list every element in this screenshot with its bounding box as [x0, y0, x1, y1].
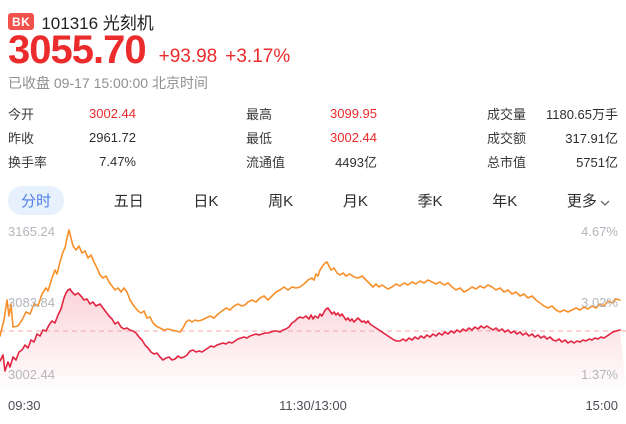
y-axis-pct-mid: 3.02%: [581, 295, 618, 310]
price-block: 3055.70 +93.98 +3.17%: [8, 30, 290, 70]
stats-grid: 今开 3002.44 昨收 2961.72 换手率 7.47% 最高 3099.…: [8, 101, 618, 173]
tab-daily-k[interactable]: 日K: [193, 192, 219, 210]
stat-low: 最低 3002.44: [246, 129, 377, 146]
tab-five-day[interactable]: 五日: [113, 192, 144, 210]
market-status: 已收盘 09-17 15:00:00 北京时间: [8, 75, 208, 91]
y-axis-pct-top: 4.67%: [581, 224, 618, 239]
tab-quarterly-k[interactable]: 季K: [417, 192, 443, 210]
x-axis-label-close: 15:00: [585, 398, 618, 413]
price-change-percent: +3.17%: [225, 46, 291, 67]
overlay-line: [0, 229, 621, 337]
stat-total-cap: 总市值 5751亿: [487, 154, 618, 170]
stat-turnover-rate: 换手率 7.47%: [8, 153, 136, 170]
y-axis-pct-bottom: 1.37%: [581, 367, 618, 382]
stat-high: 最高 3099.95: [246, 105, 377, 122]
intraday-chart[interactable]: 3165.24 3083.84 3002.44 4.67% 3.02% 1.37…: [0, 222, 626, 424]
y-axis-label-mid: 3083.84: [8, 295, 55, 310]
y-axis-label-bottom: 3002.44: [8, 367, 55, 382]
chevron-down-icon: [600, 193, 610, 210]
price-change: +93.98: [158, 46, 218, 67]
stat-open: 今开 3002.44: [8, 105, 136, 122]
tab-weekly-k[interactable]: 周K: [268, 192, 294, 210]
current-price: 3055.70: [8, 28, 147, 72]
tab-monthly-k[interactable]: 月K: [342, 192, 368, 210]
chart-canvas: [0, 229, 626, 390]
price-line: [0, 288, 621, 372]
x-axis-label-noon: 11:30/13:00: [279, 398, 347, 413]
price-area: [0, 289, 626, 390]
page-title: 101316 光刻机: [41, 14, 154, 33]
tab-yearly-k[interactable]: 年K: [492, 192, 518, 210]
stat-prev-close: 昨收 2961.72: [8, 129, 136, 146]
stat-amount: 成交额 317.91亿: [487, 130, 618, 146]
x-axis: 09:30 11:30/13:00 15:00: [8, 398, 618, 413]
tab-more[interactable]: 更多: [567, 190, 610, 211]
x-axis-label-open: 09:30: [8, 398, 41, 413]
chart-period-tabs: 分时 五日 日K 周K 月K 季K 年K 更多: [8, 185, 610, 215]
stat-float-cap: 流通值 4493亿: [246, 154, 377, 170]
stats-column-3: 成交量 1180.65万手 成交额 317.91亿 总市值 5751亿: [487, 101, 618, 173]
tab-minute[interactable]: 分时: [8, 185, 65, 215]
stats-column-1: 今开 3002.44 昨收 2961.72 换手率 7.47%: [8, 101, 136, 173]
y-axis-label-top: 3165.24: [8, 224, 55, 239]
stats-column-2: 最高 3099.95 最低 3002.44 流通值 4493亿: [246, 101, 377, 173]
stat-volume: 成交量 1180.65万手: [487, 106, 618, 122]
sector-badge: BK: [8, 13, 35, 30]
header: BK 101316 光刻机: [8, 9, 154, 34]
